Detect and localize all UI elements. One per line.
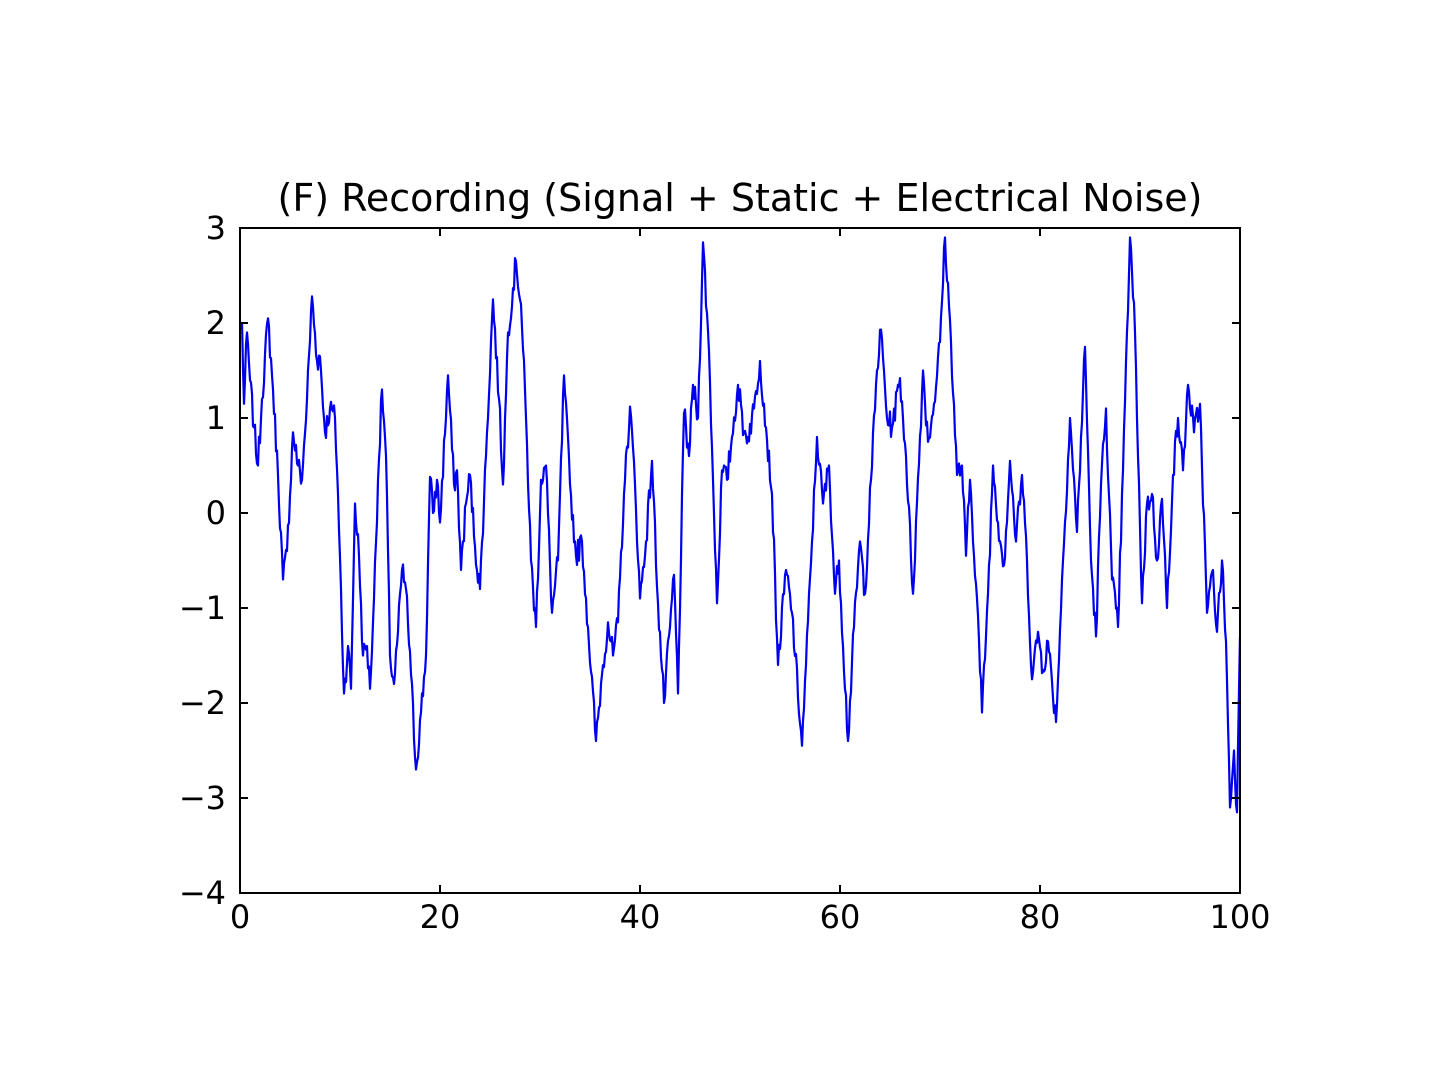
chart-title: (F) Recording (Signal + Static + Electri… bbox=[277, 176, 1203, 220]
plot-frame bbox=[239, 227, 1241, 894]
y-tick-label: 3 bbox=[205, 209, 226, 247]
y-tick-label: 0 bbox=[205, 494, 226, 532]
signal-trace bbox=[240, 236, 1240, 814]
x-tick-label: 20 bbox=[419, 898, 461, 936]
axis-ticks bbox=[239, 227, 1241, 894]
y-tick-label: 1 bbox=[205, 399, 226, 437]
x-tick-label: 100 bbox=[1209, 898, 1271, 936]
x-tick-label: 0 bbox=[229, 898, 251, 936]
x-tick-label: 80 bbox=[1019, 898, 1061, 936]
signal-trace-group bbox=[240, 236, 1240, 814]
y-tick-label: −3 bbox=[178, 779, 226, 817]
y-tick-label: −1 bbox=[178, 589, 226, 627]
x-tick-label: 60 bbox=[819, 898, 861, 936]
y-tick-label: 2 bbox=[205, 304, 226, 342]
y-tick-label: −4 bbox=[178, 874, 226, 912]
x-tick-label: 40 bbox=[619, 898, 661, 936]
y-tick-label: −2 bbox=[178, 684, 226, 722]
